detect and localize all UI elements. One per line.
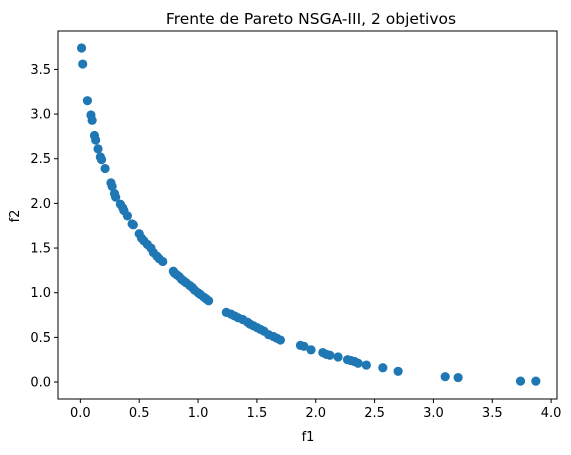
y-tick-label: 0.0 — [30, 376, 51, 391]
x-tick-label: 3.0 — [423, 406, 444, 421]
y-tick-label: 1.0 — [30, 286, 51, 301]
y-axis-label: f2 — [8, 210, 23, 223]
x-tick-label: 3.5 — [482, 406, 503, 421]
data-point — [453, 372, 463, 383]
data-point — [353, 358, 363, 368]
data-point — [96, 155, 107, 165]
data-point — [204, 296, 214, 306]
x-tick-label: 0.0 — [70, 406, 91, 421]
y-axis-ticks: 0.0 0.5 1.0 1.5 2.0 2.5 3.0 3.5 — [30, 63, 58, 391]
data-point — [128, 220, 138, 230]
y-tick-label: 3.0 — [30, 108, 51, 123]
data-point — [361, 360, 371, 370]
data-point — [158, 256, 168, 267]
data-point — [122, 211, 133, 221]
x-tick-label: 2.5 — [364, 406, 385, 421]
data-point — [111, 192, 121, 202]
plot-frame — [57, 30, 558, 400]
data-point — [78, 59, 88, 69]
data-point — [87, 115, 97, 125]
data-point — [91, 135, 101, 145]
data-point — [378, 363, 388, 373]
x-tick-label: 0.5 — [129, 406, 150, 421]
data-point — [440, 372, 450, 382]
y-tick-label: 1.5 — [30, 242, 51, 257]
data-point — [107, 181, 117, 192]
y-tick-label: 3.5 — [30, 63, 51, 78]
x-tick-label: 2.0 — [305, 406, 326, 421]
y-tick-label: 2.5 — [30, 152, 51, 167]
x-axis-label: f1 — [302, 430, 315, 445]
chart-title: Frente de Pareto NSGA-III, 2 objetivos — [166, 10, 456, 28]
x-axis-ticks: 0.0 0.5 1.0 1.5 2.0 2.5 3.0 3.5 4.0 — [70, 399, 561, 421]
x-tick-label: 4.0 — [541, 406, 562, 421]
data-point — [515, 376, 526, 386]
data-point — [325, 350, 335, 360]
data-points — [76, 43, 541, 386]
data-point — [76, 43, 87, 53]
data-point — [275, 335, 286, 345]
data-point — [531, 376, 541, 386]
data-point — [93, 144, 103, 154]
data-point — [393, 366, 403, 376]
data-point — [82, 96, 93, 106]
x-tick-label: 1.0 — [188, 406, 209, 421]
data-point — [299, 341, 309, 351]
data-point — [306, 345, 316, 355]
data-point — [100, 163, 110, 174]
data-point — [333, 352, 343, 362]
y-tick-label: 0.5 — [30, 331, 51, 346]
y-tick-label: 2.0 — [30, 197, 51, 212]
x-tick-label: 1.5 — [247, 406, 268, 421]
